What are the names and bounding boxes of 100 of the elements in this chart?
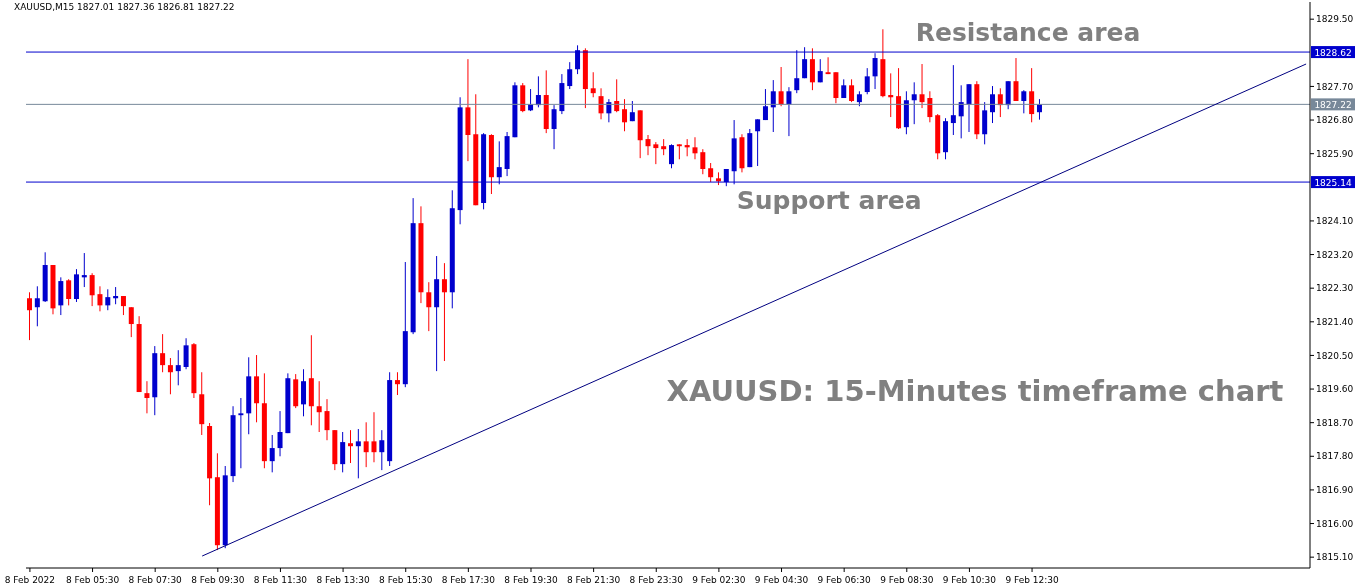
y-tick-label: 1825.90 (1316, 148, 1354, 159)
candlestick (348, 429, 353, 464)
candlestick (1021, 89, 1027, 114)
candlestick (269, 434, 275, 473)
candlestick (653, 141, 659, 165)
candlestick (614, 78, 620, 113)
candlestick (426, 281, 432, 332)
candlestick (919, 63, 925, 109)
x-tick-label: 8 Feb 17:30 (441, 575, 496, 584)
candlestick (567, 61, 573, 90)
candlestick (371, 411, 377, 463)
candlestick (238, 397, 244, 469)
candlestick (958, 84, 964, 139)
x-tick-label: 8 Feb 13:30 (316, 575, 371, 584)
annotation: XAUUSD: 15-Minutes timeframe chart (666, 374, 1284, 408)
candlestick (708, 162, 714, 183)
candlestick (911, 81, 917, 125)
annotation: Support area (736, 185, 922, 215)
y-tick-label: 1817.80 (1316, 451, 1354, 462)
candlestick (950, 64, 956, 136)
ref-line-label: 1828.62 (1314, 47, 1352, 58)
y-tick-label: 1816.00 (1316, 518, 1354, 529)
y-tick-label: 1822.30 (1316, 283, 1354, 294)
y-tick-label: 1816.90 (1316, 485, 1354, 496)
y-tick-label: 1821.40 (1316, 316, 1354, 327)
candlestick (825, 56, 831, 75)
annotation: Resistance area (915, 17, 1141, 47)
candlestick (622, 98, 628, 132)
x-tick-label: 9 Feb 12:30 (1005, 575, 1059, 584)
candlestick (849, 78, 855, 103)
candlestick (363, 421, 369, 468)
candlestick (160, 333, 166, 373)
x-tick-label: 8 Feb 19:30 (504, 575, 558, 584)
y-tick-label: 1818.70 (1316, 417, 1354, 428)
candlestick (669, 143, 674, 169)
candlestick (778, 66, 784, 107)
candlestick (120, 295, 126, 316)
ref-line-label: 1827.22 (1314, 99, 1352, 110)
candlestick (34, 285, 40, 327)
x-tick-label: 9 Feb 08:30 (880, 575, 934, 584)
candlestick (551, 104, 557, 150)
candlestick (809, 47, 815, 91)
x-tick-label: 8 Feb 11:30 (253, 575, 308, 584)
y-tick-label: 1823.20 (1316, 249, 1354, 260)
candlestick (89, 272, 95, 307)
y-tick-label: 1827.70 (1316, 81, 1354, 92)
chart-title: XAUUSD,M15 1827.01 1827.36 1826.81 1827.22 (14, 2, 235, 12)
candlestick (966, 83, 972, 133)
candlestick (786, 86, 792, 137)
candlestick (144, 380, 150, 414)
ref-line-label: 1825.14 (1314, 177, 1352, 188)
x-tick-label: 8 Feb 05:30 (65, 575, 120, 584)
x-tick-label: 8 Feb 09:30 (191, 575, 245, 584)
candlestick (277, 410, 283, 457)
candlestick (982, 101, 988, 145)
candlestick (441, 262, 447, 362)
x-tick-label: 8 Feb 23:30 (629, 575, 684, 584)
y-tick-label: 1824.10 (1316, 216, 1354, 227)
candlestick (1036, 98, 1042, 121)
x-tick-label: 9 Feb 06:30 (817, 575, 872, 584)
candlestick (394, 371, 400, 396)
candlestick (990, 85, 995, 124)
candlestick (105, 288, 111, 311)
candlestick (927, 90, 933, 123)
candlestick (167, 357, 173, 395)
candlestick (183, 337, 189, 370)
candlestick (128, 306, 134, 338)
candlestick (535, 75, 541, 108)
candlestick (379, 429, 385, 471)
x-tick-label: 8 Feb 21:30 (566, 575, 621, 584)
candlestick (770, 79, 776, 133)
candlestick (97, 285, 103, 312)
candlestick (1029, 67, 1035, 123)
candlestick (316, 380, 322, 433)
candlestick (762, 88, 768, 121)
candlestick (598, 87, 604, 120)
candlestick (175, 349, 181, 386)
x-tick-label: 9 Feb 10:30 (942, 575, 997, 584)
candlestick (590, 71, 596, 98)
candlestick (1005, 80, 1011, 110)
candlestick (645, 134, 651, 156)
candlestick (888, 72, 894, 118)
candlestick (355, 428, 361, 479)
y-tick-label: 1815.10 (1316, 552, 1354, 563)
x-tick-label: 8 Feb 2022 (4, 575, 56, 584)
candlestick (755, 118, 761, 167)
y-tick-label: 1820.50 (1316, 350, 1354, 361)
candlestick (340, 431, 346, 473)
y-tick-label: 1826.80 (1316, 115, 1354, 126)
x-tick-label: 8 Feb 07:30 (128, 575, 183, 584)
candlestick (692, 136, 698, 160)
x-tick-label: 9 Feb 04:30 (754, 575, 809, 584)
y-tick-label: 1829.50 (1316, 14, 1354, 25)
candlestick (1013, 57, 1019, 102)
x-tick-label: 9 Feb 02:30 (692, 575, 746, 584)
candlestick (301, 368, 307, 417)
candlestick (864, 67, 870, 95)
candlestick (997, 87, 1003, 118)
candlestick (700, 148, 706, 175)
candlestick (81, 252, 87, 288)
